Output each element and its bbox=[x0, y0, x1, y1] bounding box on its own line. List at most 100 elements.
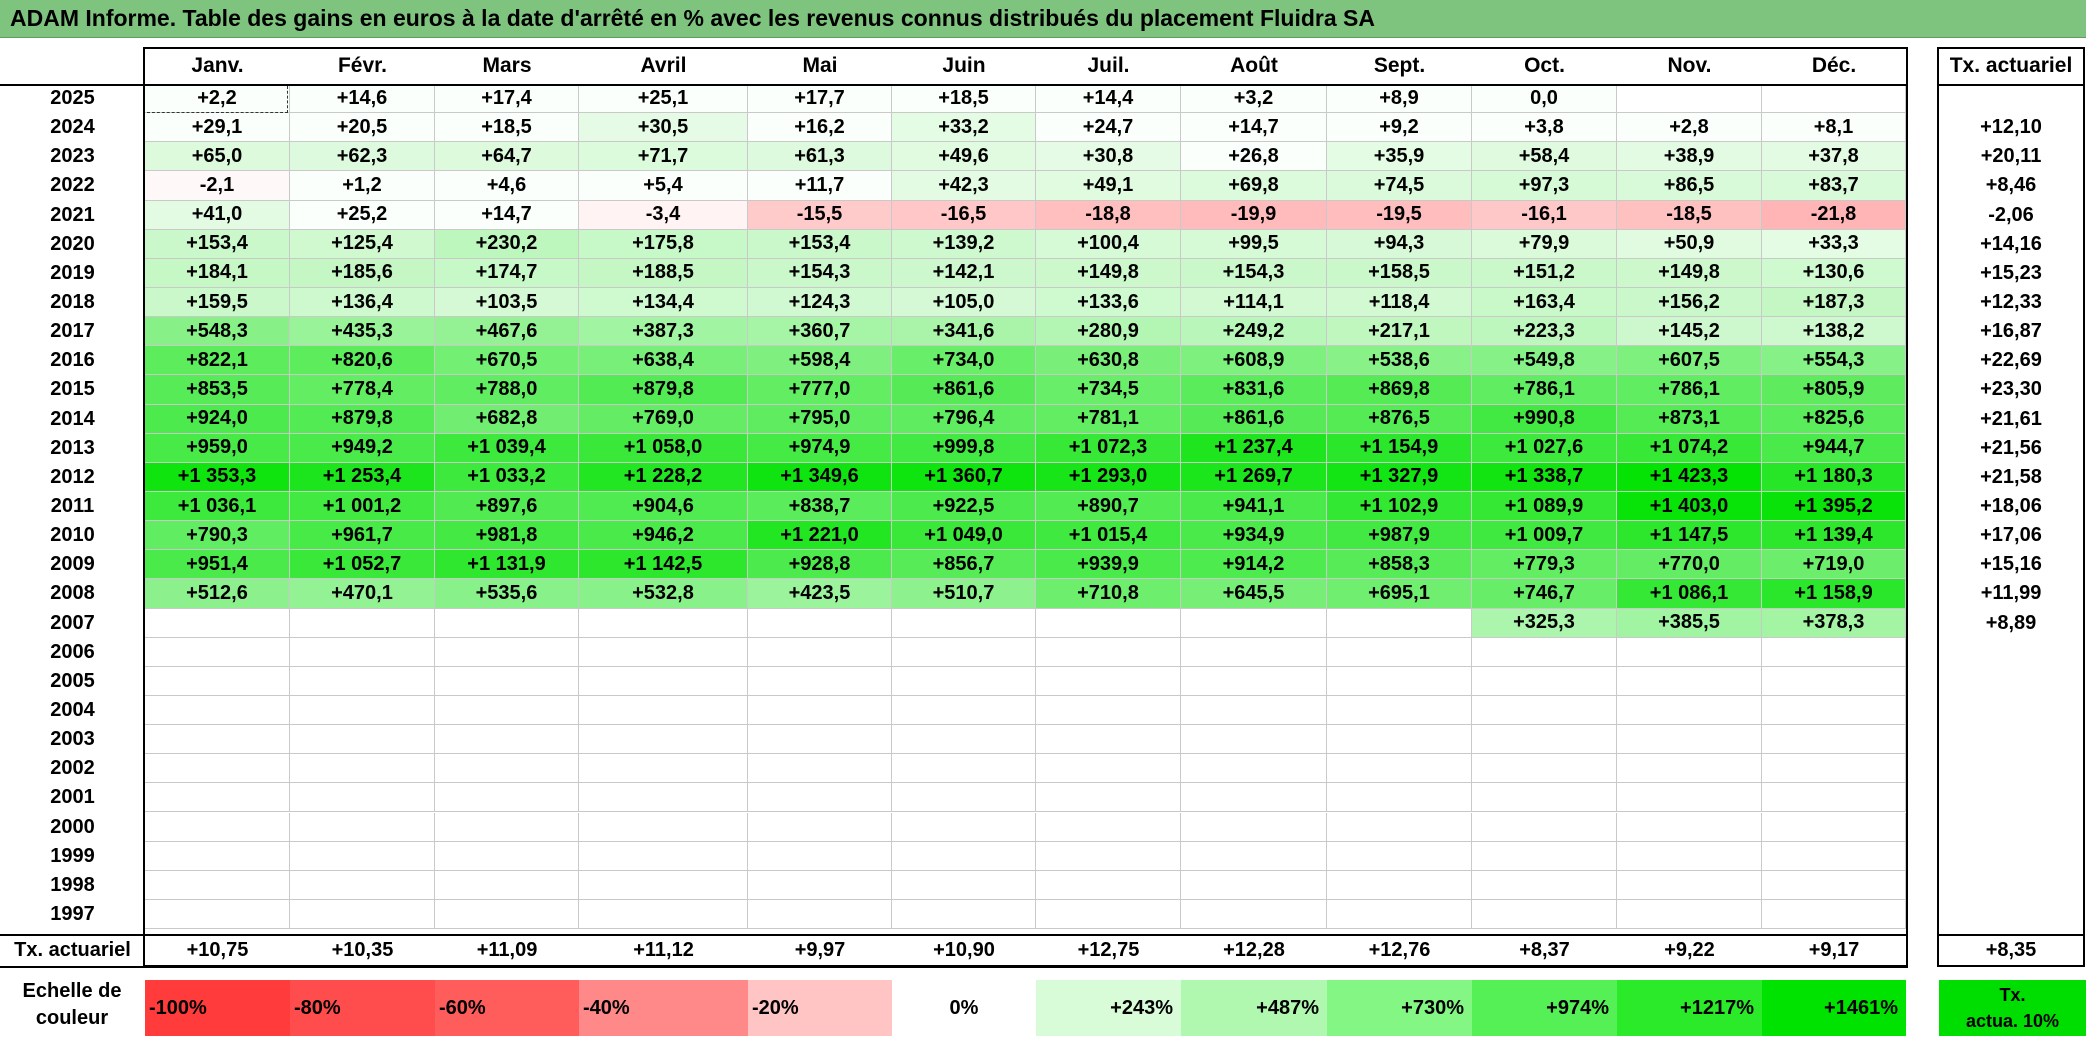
table-cell bbox=[1327, 841, 1472, 871]
footer-tx-value: +11,09 bbox=[476, 938, 538, 961]
table-cell: +30,5 bbox=[579, 113, 748, 143]
table-cell: +8,9 bbox=[1327, 84, 1472, 114]
table-cell: +1 395,2 bbox=[1762, 491, 1906, 522]
table-cell bbox=[1327, 812, 1472, 842]
table-cell bbox=[290, 608, 435, 638]
color-scale-swatch: +1461% bbox=[1762, 980, 1906, 1036]
table-cell: +17,4 bbox=[435, 84, 579, 114]
table-cell bbox=[1472, 841, 1617, 871]
color-scale-swatch: 0% bbox=[892, 980, 1036, 1036]
month-header: Nov. bbox=[1667, 53, 1712, 77]
table-cell: +124,3 bbox=[748, 287, 892, 318]
table-cell: -16,5 bbox=[892, 200, 1036, 230]
table-cell: +549,8 bbox=[1472, 346, 1617, 376]
row-tx-actuariel bbox=[1939, 813, 2083, 842]
table-cell: +1 027,6 bbox=[1472, 433, 1617, 463]
table-cell bbox=[435, 725, 579, 755]
table-cell: +26,8 bbox=[1181, 142, 1327, 172]
table-cell: +159,5 bbox=[145, 287, 290, 318]
year-label: 2005 bbox=[50, 669, 95, 692]
row-tx-actuariel bbox=[1939, 842, 2083, 871]
table-cell: +746,7 bbox=[1472, 579, 1617, 609]
table-cell: +974,9 bbox=[748, 433, 892, 463]
row-tx-actuariel bbox=[1939, 667, 2083, 696]
table-cell: +869,8 bbox=[1327, 375, 1472, 405]
table-cell: +174,7 bbox=[435, 258, 579, 288]
month-header: Juil. bbox=[1087, 53, 1130, 77]
table-cell: +1 072,3 bbox=[1036, 433, 1181, 463]
table-cell: +33,2 bbox=[892, 113, 1036, 143]
table-cell: +1 180,3 bbox=[1762, 462, 1906, 492]
table-cell: +879,8 bbox=[290, 404, 435, 434]
row-tx-actuariel bbox=[1939, 725, 2083, 754]
color-scale-tx-swatch: Tx. actua. 10% bbox=[1939, 980, 2086, 1036]
table-cell: +61,3 bbox=[748, 142, 892, 172]
table-cell: +1 228,2 bbox=[579, 462, 748, 492]
table-cell: +185,6 bbox=[290, 258, 435, 288]
table-cell bbox=[1036, 666, 1181, 696]
table-cell bbox=[1036, 870, 1181, 900]
table-cell: +118,4 bbox=[1327, 287, 1472, 318]
row-tx-actuariel: +8,89 bbox=[1985, 611, 2037, 634]
table-cell: +695,1 bbox=[1327, 579, 1472, 609]
tx-actuariel-header: Tx. actuariel bbox=[1949, 53, 2073, 77]
table-cell bbox=[435, 870, 579, 900]
table-cell: +981,8 bbox=[435, 521, 579, 551]
table-cell: +8,1 bbox=[1762, 113, 1906, 143]
table-cell: +49,6 bbox=[892, 142, 1036, 172]
table-cell: +1 237,4 bbox=[1181, 433, 1327, 463]
table-cell: +1 269,7 bbox=[1181, 462, 1327, 492]
table-cell bbox=[1617, 84, 1762, 114]
table-cell bbox=[1762, 84, 1906, 114]
table-cell: +145,2 bbox=[1617, 317, 1762, 347]
table-cell: +149,8 bbox=[1036, 258, 1181, 288]
table-cell bbox=[1036, 695, 1181, 726]
table-cell bbox=[290, 812, 435, 842]
table-cell bbox=[145, 812, 290, 842]
row-tx-actuariel bbox=[1939, 871, 2083, 900]
table-cell bbox=[748, 695, 892, 726]
table-cell: -18,8 bbox=[1036, 200, 1181, 230]
table-cell: +20,5 bbox=[290, 113, 435, 143]
table-cell: +14,6 bbox=[290, 84, 435, 114]
table-cell bbox=[435, 812, 579, 842]
footer-tx-value: +9,17 bbox=[1808, 938, 1860, 961]
table-cell: +2,2 bbox=[145, 84, 290, 114]
row-tx-actuariel: +18,06 bbox=[1980, 495, 2042, 518]
table-cell bbox=[1762, 783, 1906, 813]
table-cell: +786,1 bbox=[1472, 375, 1617, 405]
footer-topline bbox=[0, 934, 1908, 936]
row-tx-actuariel bbox=[1939, 900, 2083, 929]
table-cell bbox=[1472, 637, 1617, 667]
table-cell: +1 403,0 bbox=[1617, 491, 1762, 522]
table-cell: +83,7 bbox=[1762, 171, 1906, 201]
table-cell: +103,5 bbox=[435, 287, 579, 318]
year-label: 2009 bbox=[50, 553, 95, 576]
table-cell: +1 052,7 bbox=[290, 550, 435, 580]
table-cell: +134,4 bbox=[579, 287, 748, 318]
table-cell: +1 086,1 bbox=[1617, 579, 1762, 609]
table-cell: +14,4 bbox=[1036, 84, 1181, 114]
row-tx-actuariel: +14,16 bbox=[1980, 232, 2042, 255]
table-cell: +62,3 bbox=[290, 142, 435, 172]
table-cell: +74,5 bbox=[1327, 171, 1472, 201]
table-cell bbox=[892, 870, 1036, 900]
table-cell bbox=[1617, 754, 1762, 784]
table-cell bbox=[435, 783, 579, 813]
table-cell: +734,0 bbox=[892, 346, 1036, 376]
table-cell: +858,3 bbox=[1327, 550, 1472, 580]
year-label: 2013 bbox=[50, 436, 95, 459]
table-cell bbox=[1036, 637, 1181, 667]
table-cell bbox=[1762, 812, 1906, 842]
table-cell: +25,1 bbox=[579, 84, 748, 114]
table-cell: +1 015,4 bbox=[1036, 521, 1181, 551]
table-cell bbox=[892, 725, 1036, 755]
table-cell: +3,8 bbox=[1472, 113, 1617, 143]
table-cell: +64,7 bbox=[435, 142, 579, 172]
year-label: 2014 bbox=[50, 407, 95, 430]
table-cell bbox=[1327, 870, 1472, 900]
year-label: 2019 bbox=[50, 261, 95, 284]
table-cell bbox=[1181, 783, 1327, 813]
table-cell: +987,9 bbox=[1327, 521, 1472, 551]
table-cell: +280,9 bbox=[1036, 317, 1181, 347]
